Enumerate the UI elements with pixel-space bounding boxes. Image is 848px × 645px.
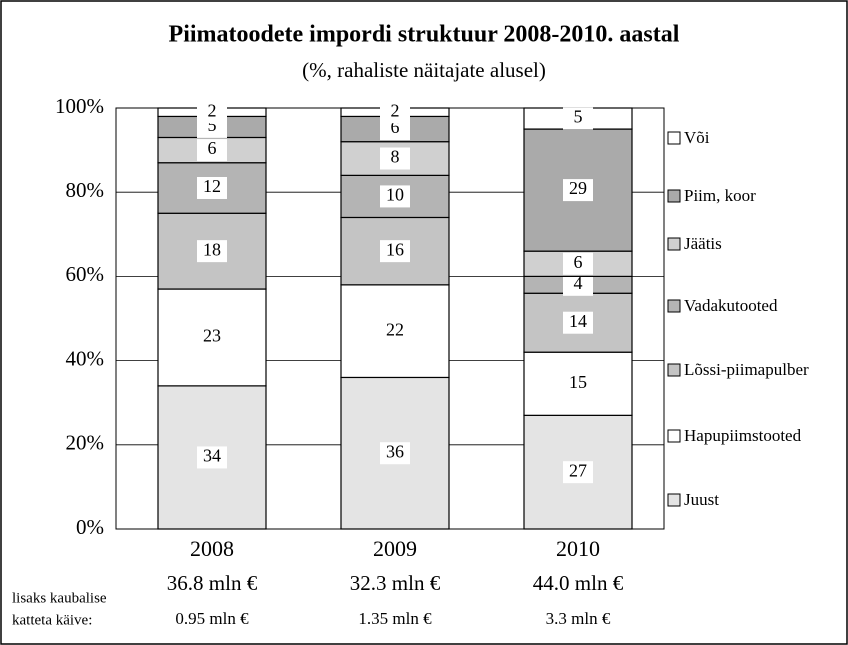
value-label-bg bbox=[380, 147, 410, 170]
legend-label: Juust bbox=[684, 490, 719, 509]
value-label: 4 bbox=[574, 273, 583, 293]
value-label-bg bbox=[563, 107, 593, 130]
value-label-bg bbox=[197, 176, 227, 199]
value-label-bg bbox=[197, 326, 227, 349]
y-tick-label: 0% bbox=[76, 515, 104, 539]
legend-entry: Jäätis bbox=[684, 234, 722, 253]
x-tick-label: 2008 bbox=[190, 536, 234, 561]
extra-label: 3.3 mln € bbox=[546, 609, 611, 628]
value-label-bg bbox=[197, 101, 227, 124]
value-label: 2 bbox=[391, 100, 400, 120]
value-label-bg bbox=[380, 442, 410, 465]
value-label-bg bbox=[563, 273, 593, 296]
value-label: 12 bbox=[203, 176, 221, 196]
value-label-bg bbox=[563, 311, 593, 334]
legend-label: Jäätis bbox=[684, 234, 722, 253]
total-label: 32.3 mln € bbox=[350, 571, 441, 595]
legend-swatch bbox=[667, 131, 681, 145]
value-label: 5 bbox=[208, 115, 217, 135]
value-label: 36 bbox=[386, 441, 404, 461]
value-label: 6 bbox=[574, 252, 583, 272]
value-label-bg bbox=[197, 240, 227, 263]
value-label-bg bbox=[563, 179, 593, 202]
y-tick-label: 40% bbox=[66, 346, 105, 370]
value-label-bg bbox=[563, 461, 593, 484]
legend-entry: Vadakutooted bbox=[684, 296, 778, 315]
value-label: 14 bbox=[569, 311, 587, 331]
legend-swatch bbox=[667, 299, 681, 313]
legend-swatch bbox=[667, 237, 681, 251]
chart-title: Piimatoodete impordi struktuur 2008-2010… bbox=[169, 22, 680, 48]
value-label: 8 bbox=[391, 147, 400, 167]
legend-swatch bbox=[667, 189, 681, 203]
value-label: 34 bbox=[203, 446, 221, 466]
extra-caption: katteta käive: bbox=[12, 612, 92, 628]
value-label: 23 bbox=[203, 326, 221, 346]
y-tick-label: 20% bbox=[66, 431, 105, 455]
value-label: 10 bbox=[386, 185, 404, 205]
y-tick-label: 80% bbox=[66, 178, 105, 202]
value-label: 29 bbox=[569, 178, 587, 198]
value-label-bg bbox=[197, 446, 227, 469]
value-label: 15 bbox=[569, 372, 587, 392]
legend-label: Lõssi-piimapulber bbox=[684, 360, 809, 379]
value-label-bg bbox=[563, 252, 593, 275]
legend-entry: Või bbox=[684, 128, 710, 147]
legend-swatch bbox=[667, 429, 681, 443]
value-label: 6 bbox=[208, 138, 217, 158]
legend-entry: Juust bbox=[684, 490, 719, 509]
legend-entry: Lõssi-piimapulber bbox=[684, 360, 809, 379]
value-label-bg bbox=[380, 101, 410, 124]
extra-caption: lisaks kaubalise bbox=[12, 590, 107, 606]
value-label: 18 bbox=[203, 239, 221, 259]
legend-label: Piim, koor bbox=[684, 186, 756, 205]
extra-label: 1.35 mln € bbox=[358, 609, 432, 628]
legend-entry: Piim, koor bbox=[684, 186, 756, 205]
x-tick-label: 2010 bbox=[556, 536, 600, 561]
value-label-bg bbox=[380, 118, 410, 141]
value-label: 5 bbox=[574, 107, 583, 127]
legend-entry: Hapupiimstooted bbox=[684, 426, 802, 445]
y-tick-label: 100% bbox=[55, 94, 104, 118]
y-tick-label: 60% bbox=[66, 262, 105, 286]
total-label: 36.8 mln € bbox=[167, 571, 258, 595]
legend-label: Hapupiimstooted bbox=[684, 426, 802, 445]
value-label: 22 bbox=[386, 319, 404, 339]
value-label-bg bbox=[380, 320, 410, 343]
extra-label: 0.95 mln € bbox=[175, 609, 249, 628]
value-label-bg bbox=[563, 372, 593, 395]
x-tick-label: 2009 bbox=[373, 536, 417, 561]
chart-subtitle: (%, rahaliste näitajate alusel) bbox=[302, 58, 546, 82]
value-label-bg bbox=[380, 185, 410, 208]
value-label-bg bbox=[380, 240, 410, 263]
value-label-bg bbox=[197, 139, 227, 162]
total-label: 44.0 mln € bbox=[533, 571, 624, 595]
legend-swatch bbox=[667, 493, 681, 507]
value-label: 2 bbox=[208, 100, 217, 120]
value-label: 16 bbox=[386, 239, 404, 259]
legend-label: Või bbox=[684, 128, 710, 147]
legend-swatch bbox=[667, 363, 681, 377]
value-label: 6 bbox=[391, 117, 400, 137]
value-label: 27 bbox=[569, 460, 587, 480]
legend-label: Vadakutooted bbox=[684, 296, 778, 315]
